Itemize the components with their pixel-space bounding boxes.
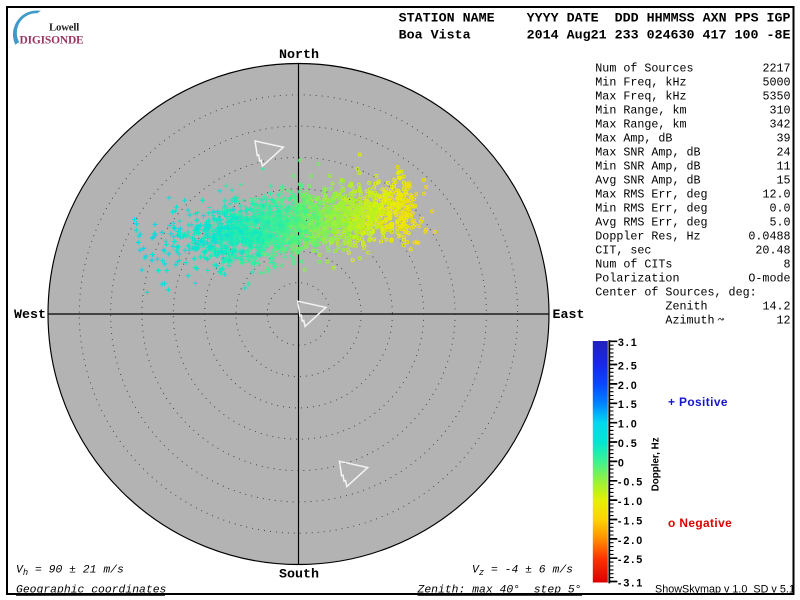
svg-text:-2.0: -2.0 (618, 535, 644, 547)
svg-text:South: South (279, 567, 319, 582)
svg-text:14.2: 14.2 (762, 300, 790, 314)
svg-text:Polarization: Polarization (595, 272, 679, 286)
svg-text:North: North (279, 48, 319, 63)
svg-text:Min SNR Amp, dB: Min SNR Amp, dB (595, 160, 700, 174)
svg-text:0.0488: 0.0488 (748, 230, 790, 244)
svg-text:24: 24 (776, 146, 790, 160)
svg-text:2.0: 2.0 (618, 380, 639, 392)
svg-text:O-mode: O-mode (748, 272, 790, 286)
svg-text:0.0: 0.0 (769, 202, 790, 216)
svg-text:-1.0: -1.0 (618, 496, 644, 508)
svg-text:ShowSkymap v 1.0 SD v 5.1: ShowSkymap v 1.0 SD v 5.1 (655, 583, 795, 595)
svg-text:39: 39 (776, 132, 790, 146)
svg-text:342: 342 (769, 118, 790, 132)
svg-text:Min Freq, kHz: Min Freq, kHz (595, 76, 686, 90)
svg-text:Avg SNR Amp, dB: Avg SNR Amp, dB (595, 174, 700, 188)
svg-text:2.5: 2.5 (618, 360, 639, 372)
svg-text:Boa Vista: Boa Vista (399, 29, 471, 44)
svg-text:Num of Sources: Num of Sources (595, 62, 693, 76)
svg-text:Num of CITs: Num of CITs (595, 258, 672, 272)
svg-text:DIGISONDE: DIGISONDE (20, 35, 85, 47)
svg-text:0.5: 0.5 (618, 438, 639, 450)
svg-text:Max Range, km: Max Range, km (595, 118, 686, 132)
svg-text:3.1: 3.1 (618, 337, 639, 349)
svg-text:Min Range, km: Min Range, km (595, 104, 686, 118)
svg-text:Center of Sources, deg:: Center of Sources, deg: (595, 286, 756, 300)
svg-text:DDD HHMMSS AXN PPS IGP: DDD HHMMSS AXN PPS IGP (615, 12, 791, 27)
svg-text:Geographic coordinates: Geographic coordinates (16, 585, 167, 597)
svg-text:5000: 5000 (762, 76, 790, 90)
svg-text:1.5: 1.5 (618, 399, 639, 411)
svg-text:12: 12 (776, 314, 790, 328)
svg-text:5.0: 5.0 (769, 216, 790, 230)
svg-text:310: 310 (769, 104, 790, 118)
svg-text:11: 11 (776, 160, 790, 174)
svg-text:Max Amp, dB: Max Amp, dB (595, 132, 672, 146)
svg-text:0: 0 (618, 457, 626, 469)
svg-text:15: 15 (776, 174, 790, 188)
svg-text:8: 8 (783, 258, 790, 272)
svg-text:20.48: 20.48 (755, 244, 790, 258)
svg-text:-3.1: -3.1 (618, 577, 644, 589)
svg-text:STATION NAME: STATION NAME (399, 12, 495, 27)
svg-text:CIT, sec: CIT, sec (595, 244, 651, 258)
svg-text:Max SNR Amp, dB: Max SNR Amp, dB (595, 146, 700, 160)
svg-text:Doppler Res, Hz: Doppler Res, Hz (595, 230, 700, 244)
svg-text:Vz = -4 ± 6 m/s: Vz = -4 ± 6 m/s (472, 565, 573, 579)
svg-text:12.0: 12.0 (762, 188, 790, 202)
svg-text:Zenith: max 40° step 5°: Zenith: max 40° step 5° (417, 585, 582, 597)
svg-text:2217: 2217 (762, 62, 790, 76)
svg-text:-2.5: -2.5 (618, 554, 644, 566)
svg-text:Doppler, Hz: Doppler, Hz (651, 437, 662, 491)
svg-text:YYYY DATE: YYYY DATE (527, 12, 599, 27)
svg-text:Azimuth: Azimuth (595, 314, 714, 328)
svg-text:Zenith: Zenith (595, 300, 707, 314)
svg-text:2014 Aug21 233 024630 417 100: 2014 Aug21 233 024630 417 100 -8E (527, 29, 791, 44)
svg-text:Max Freq, kHz: Max Freq, kHz (595, 90, 686, 104)
svg-text:Lowell: Lowell (49, 22, 79, 34)
svg-text:East: East (553, 308, 585, 323)
svg-text:5350: 5350 (762, 90, 790, 104)
svg-text:Max RMS Err, deg: Max RMS Err, deg (595, 188, 707, 202)
svg-text:-1.5: -1.5 (618, 515, 644, 527)
svg-text:1.0: 1.0 (618, 419, 639, 431)
svg-text:-0.5: -0.5 (618, 477, 644, 489)
svg-text:Min RMS Err, deg: Min RMS Err, deg (595, 202, 707, 216)
svg-text:o Negative: o Negative (668, 516, 732, 530)
svg-text:+ Positive: + Positive (668, 395, 728, 409)
svg-text:West: West (14, 308, 46, 323)
svg-text:Vh = 90 ± 21 m/s: Vh = 90 ± 21 m/s (16, 565, 124, 579)
svg-text:Avg RMS Err, deg: Avg RMS Err, deg (595, 216, 707, 230)
